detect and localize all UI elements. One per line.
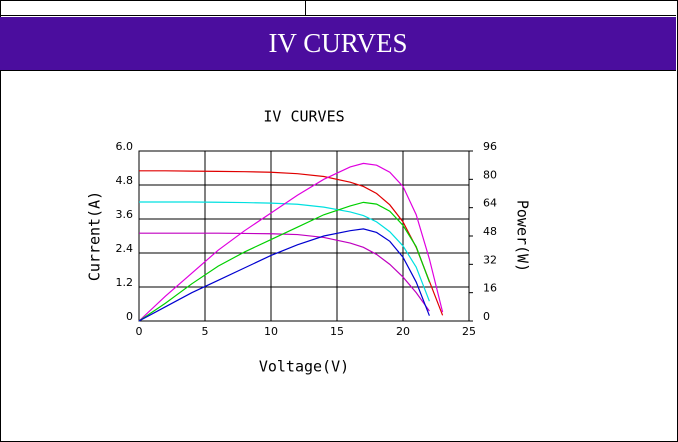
series-line: [138, 228, 430, 322]
y-tick-label: 4.8: [116, 174, 134, 187]
x-axis-label: Voltage(V): [259, 358, 349, 376]
y-tick-label: 3.6: [116, 208, 134, 221]
y2-tick-label: 32: [483, 253, 497, 266]
y-tick-label: 1.2: [116, 276, 134, 289]
y2-tick-label: 96: [483, 140, 497, 153]
y2-axis-label: Power(W): [514, 200, 532, 272]
section-header: IV CURVES: [0, 17, 676, 71]
series-line: [139, 201, 430, 302]
top-row: [0, 0, 676, 16]
y2-tick-label: 64: [483, 197, 497, 210]
x-tick-label: 10: [264, 325, 278, 338]
x-tick-label: 5: [202, 325, 209, 338]
y-tick-label: 0: [126, 310, 133, 323]
series-line: [139, 232, 430, 312]
chart-title: IV CURVES: [263, 108, 344, 126]
x-tick-label: 15: [330, 325, 344, 338]
divider: [305, 0, 306, 15]
y-axis-label: Current(A): [86, 191, 104, 281]
x-tick-label: 25: [462, 325, 476, 338]
series-line: [139, 170, 444, 316]
y2-tick-label: 48: [483, 225, 497, 238]
y2-tick-label: 16: [483, 282, 497, 295]
y2-tick-label: 0: [483, 310, 490, 323]
y-tick-label: 2.4: [116, 242, 134, 255]
x-tick-label: 20: [396, 325, 410, 338]
x-tick-label: 0: [136, 325, 143, 338]
series-line: [138, 162, 444, 322]
y-tick-label: 6.0: [116, 140, 134, 153]
plot-frame: [138, 150, 470, 322]
series-line: [138, 201, 430, 322]
y2-tick-label: 80: [483, 168, 497, 181]
